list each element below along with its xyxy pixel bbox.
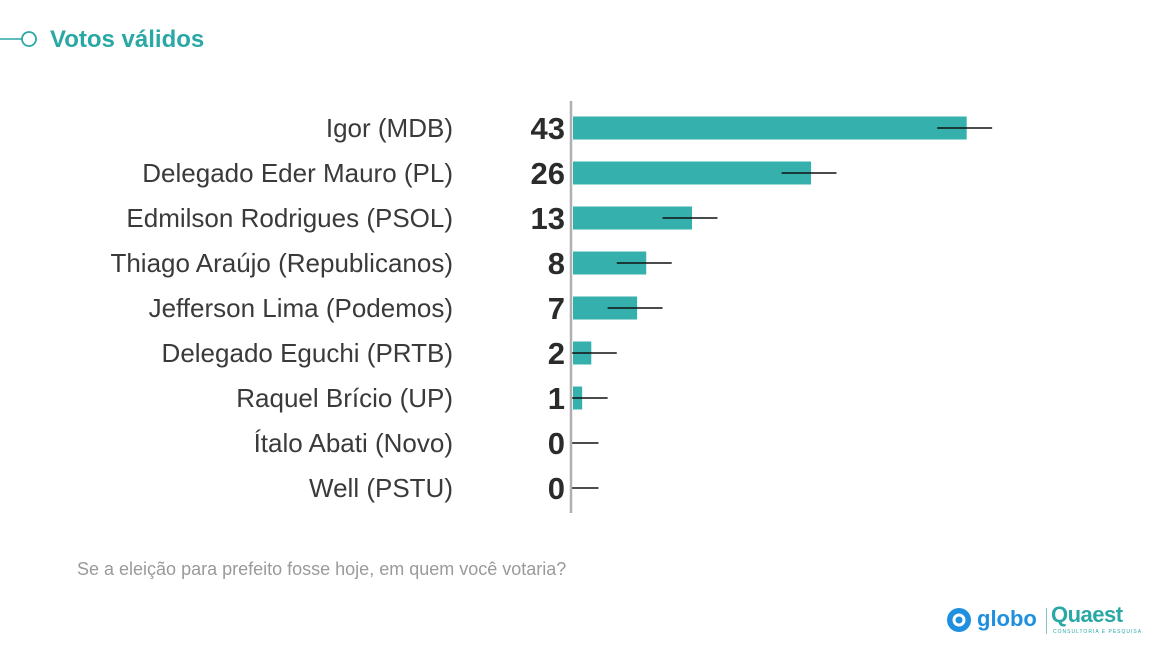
bar <box>573 161 812 185</box>
category-label: Well (PSTU) <box>309 473 453 503</box>
chart-title: Votos válidos <box>50 26 205 53</box>
category-label: Delegado Eguchi (PRTB) <box>162 338 453 368</box>
bar <box>573 296 638 320</box>
value-label: 13 <box>531 201 565 236</box>
quaest-logo-subtitle: CONSULTORIA E PESQUISA <box>1053 629 1143 635</box>
value-label: 2 <box>548 336 565 371</box>
category-label: Igor (MDB) <box>326 113 453 143</box>
survey-question: Se a eleição para prefeito fosse hoje, e… <box>77 559 567 579</box>
value-label: 0 <box>548 426 565 461</box>
logo-separator <box>1046 608 1047 634</box>
chart-header: Votos válidos <box>0 22 400 58</box>
globo-logo-text: globo <box>977 606 1037 631</box>
category-label: Raquel Brício (UP) <box>236 383 453 413</box>
value-label: 8 <box>548 246 565 281</box>
value-label: 7 <box>548 291 565 326</box>
quaest-logo-text: Quaest <box>1051 602 1123 627</box>
bar-chart: Igor (MDB) 43 Delegado Eder Mauro (PL) 26 Ed… <box>110 101 993 513</box>
value-label: 43 <box>531 111 565 146</box>
logo-area: globo Quaest CONSULTORIA E PESQUISA <box>945 600 1145 640</box>
category-label: Ítalo Abati (Novo) <box>254 428 453 458</box>
category-label: Thiago Araújo (Republicanos) <box>110 248 453 278</box>
value-label: 26 <box>531 156 565 191</box>
category-label: Delegado Eder Mauro (PL) <box>142 158 453 188</box>
value-label: 0 <box>548 471 565 506</box>
category-label: Jefferson Lima (Podemos) <box>149 293 453 323</box>
bar <box>573 251 647 275</box>
value-label: 1 <box>548 381 565 416</box>
header-marker-icon <box>0 31 37 47</box>
category-label: Edmilson Rodrigues (PSOL) <box>126 203 453 233</box>
bar <box>573 206 693 230</box>
bar <box>573 116 967 140</box>
globo-logo-icon <box>947 608 971 632</box>
